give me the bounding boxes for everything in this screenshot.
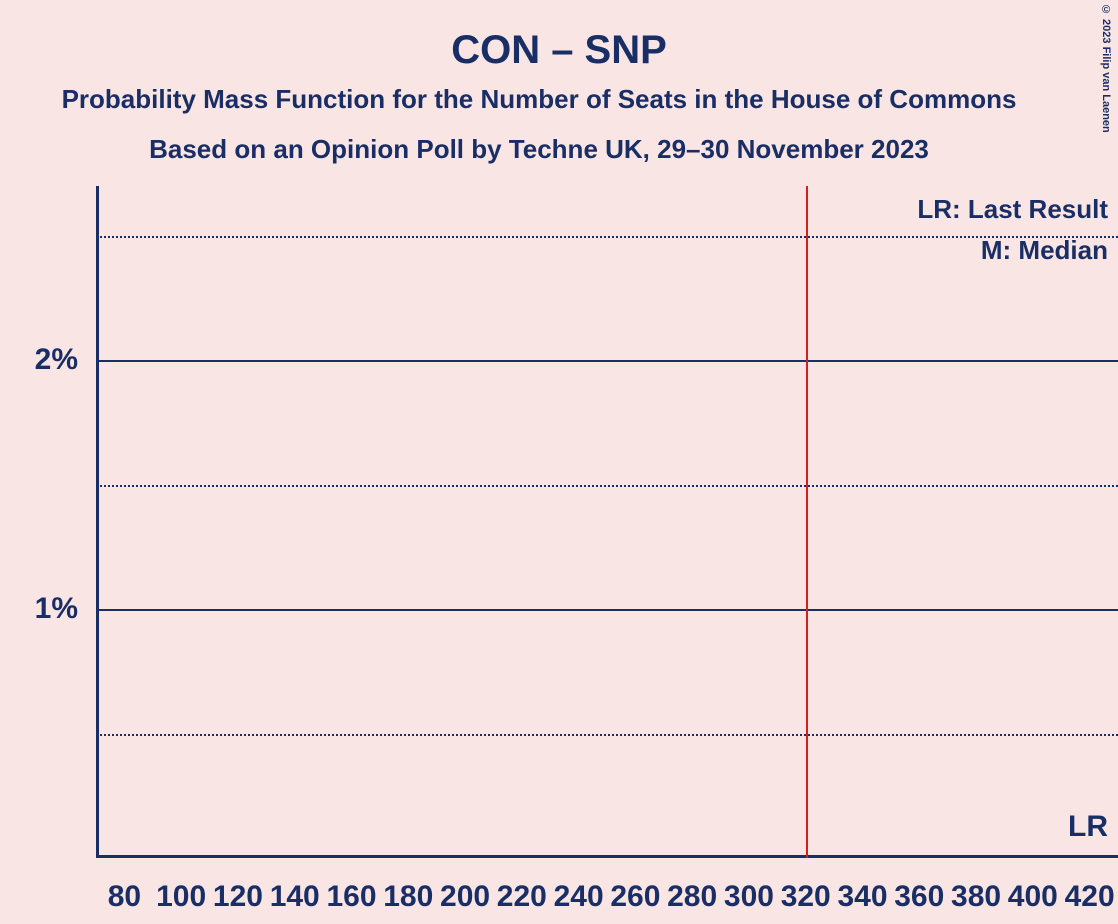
- plot-area: 1%2% LR: Last ResultM: Median LR: [96, 186, 1118, 858]
- gridline-minor: [96, 485, 1118, 487]
- x-tick-label: 320: [781, 880, 831, 914]
- chart-subtitle-2: Based on an Opinion Poll by Techne UK, 2…: [0, 134, 1078, 165]
- x-tick-label: 300: [724, 880, 774, 914]
- x-tick-label: 280: [667, 880, 717, 914]
- x-tick-label: 120: [213, 880, 263, 914]
- x-tick-label: 380: [951, 880, 1001, 914]
- chart-container: CON – SNP Probability Mass Function for …: [0, 0, 1118, 924]
- x-axis: [96, 855, 1118, 858]
- y-tick-label: 1%: [35, 592, 96, 626]
- legend-item: M: Median: [917, 235, 1108, 266]
- x-tick-label: 80: [108, 880, 141, 914]
- x-tick-label: 240: [554, 880, 604, 914]
- chart-legend: LR: Last Result M: Median: [917, 194, 1108, 276]
- x-tick-label: 180: [383, 880, 433, 914]
- x-tick-label: 100: [156, 880, 206, 914]
- chart-subtitle-1: Probability Mass Function for the Number…: [0, 84, 1078, 115]
- legend-item: LR: Last Result: [917, 194, 1108, 225]
- chart-title: CON – SNP: [0, 28, 1118, 73]
- x-tick-label: 420: [1065, 880, 1115, 914]
- copyright-text: © 2023 Filip van Laenen: [1100, 4, 1112, 133]
- lr-label: LR: [1068, 810, 1108, 844]
- gridline-major: [96, 609, 1118, 611]
- gridline-minor: [96, 734, 1118, 736]
- x-tick-label: 160: [326, 880, 376, 914]
- gridline-major: [96, 360, 1118, 362]
- median-line: [806, 186, 808, 858]
- x-tick-label: 340: [837, 880, 887, 914]
- x-tick-label: 220: [497, 880, 547, 914]
- y-tick-label: 2%: [35, 343, 96, 377]
- y-axis: [96, 186, 99, 858]
- x-tick-label: 200: [440, 880, 490, 914]
- x-tick-label: 260: [610, 880, 660, 914]
- x-tick-label: 360: [894, 880, 944, 914]
- x-tick-label: 140: [270, 880, 320, 914]
- x-tick-label: 400: [1008, 880, 1058, 914]
